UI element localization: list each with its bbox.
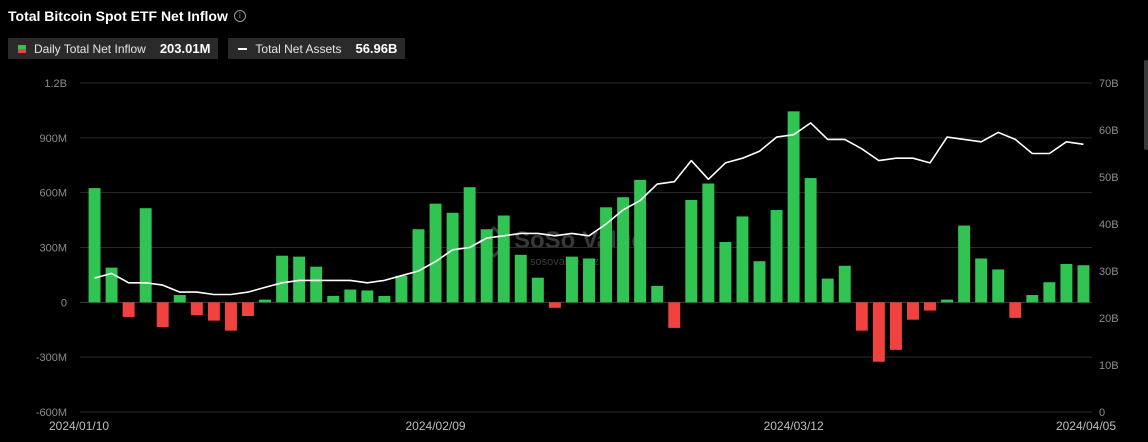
bar[interactable]	[276, 255, 289, 303]
bar[interactable]	[344, 289, 357, 303]
bar[interactable]	[480, 229, 493, 303]
bar[interactable]	[293, 256, 306, 303]
y-right-tick-label: 20B	[1099, 313, 1119, 325]
bar[interactable]	[1043, 282, 1056, 303]
legend-item-daily-inflow[interactable]: Daily Total Net Inflow 203.01M	[8, 38, 219, 59]
y-left-tick-label: 600M	[39, 188, 67, 200]
bar[interactable]	[924, 302, 936, 311]
bar[interactable]	[736, 216, 749, 303]
bar[interactable]	[190, 302, 203, 316]
scrollbar[interactable]	[1144, 60, 1148, 150]
legend-label: Total Net Assets	[255, 41, 342, 56]
bar[interactable]	[173, 295, 186, 303]
x-date-label: 2024/02/09	[406, 419, 466, 433]
bar[interactable]	[463, 187, 476, 303]
bar[interactable]	[207, 302, 220, 321]
legend-label: Daily Total Net Inflow	[34, 41, 146, 56]
bar[interactable]	[224, 302, 237, 331]
bar[interactable]	[685, 199, 698, 303]
y-right-tick-label: 10B	[1099, 360, 1119, 372]
bar[interactable]	[787, 111, 800, 303]
bar[interactable]	[327, 295, 340, 303]
bar[interactable]	[941, 299, 954, 303]
bar[interactable]	[122, 302, 135, 317]
y-left-tick-label: 300M	[39, 243, 67, 255]
bar[interactable]	[651, 285, 664, 303]
x-date-label: 2024/01/10	[49, 419, 109, 433]
bar[interactable]	[548, 302, 561, 308]
bar[interactable]	[259, 299, 272, 303]
bar[interactable]	[1026, 295, 1039, 303]
bar[interactable]	[1060, 263, 1073, 303]
bar[interactable]	[583, 258, 595, 303]
bar[interactable]	[1009, 302, 1022, 318]
bar[interactable]	[429, 203, 442, 303]
bar[interactable]	[753, 261, 766, 303]
legend: Daily Total Net Inflow 203.01M Total Net…	[8, 38, 406, 59]
x-date-label: 2024/03/12	[764, 419, 824, 433]
bar-swatch-icon	[18, 44, 26, 53]
bar[interactable]	[770, 210, 783, 303]
bar[interactable]	[855, 302, 868, 331]
bar[interactable]	[821, 278, 834, 303]
bar[interactable]	[600, 207, 613, 303]
x-date-label: 2024/04/05	[1056, 419, 1116, 433]
bar[interactable]	[514, 254, 527, 303]
bar[interactable]	[446, 212, 459, 303]
bar[interactable]	[668, 302, 681, 328]
bar[interactable]	[958, 225, 971, 303]
bar[interactable]	[361, 290, 374, 303]
bar[interactable]	[617, 197, 630, 303]
bar[interactable]	[1077, 265, 1090, 303]
bar[interactable]	[992, 269, 1005, 303]
bar[interactable]	[634, 179, 647, 303]
bar[interactable]	[412, 229, 425, 303]
y-left-tick-label: 900M	[39, 133, 67, 145]
bar[interactable]	[804, 178, 817, 303]
bar[interactable]	[906, 302, 919, 320]
bar[interactable]	[975, 258, 988, 303]
bar[interactable]	[565, 256, 578, 303]
net-assets-line[interactable]	[94, 122, 1084, 296]
bar[interactable]	[156, 302, 169, 328]
line-swatch-icon	[238, 47, 248, 50]
bar[interactable]	[719, 242, 732, 303]
bar[interactable]	[889, 302, 902, 350]
bar[interactable]	[702, 183, 715, 303]
chart-title: Total Bitcoin Spot ETF Net Inflow	[8, 8, 228, 24]
bar[interactable]	[139, 208, 152, 303]
bar[interactable]	[395, 275, 408, 303]
y-left-tick-label: 1.2B	[44, 78, 67, 90]
y-left-tick-label: -300M	[36, 352, 67, 364]
legend-item-net-assets[interactable]: Total Net Assets 56.96B	[228, 38, 406, 59]
bar[interactable]	[838, 265, 851, 303]
y-right-tick-label: 70B	[1099, 78, 1119, 90]
y-right-tick-label: 60B	[1099, 125, 1119, 137]
bar[interactable]	[531, 277, 544, 303]
bar[interactable]	[88, 188, 101, 303]
legend-value: 203.01M	[159, 41, 211, 56]
bar[interactable]	[242, 302, 254, 317]
y-right-tick-label: 50B	[1099, 172, 1119, 184]
watermark-url: sosovalue.xyz	[530, 256, 599, 268]
y-left-tick-label: 0	[61, 297, 67, 309]
y-right-tick-label: 0	[1099, 407, 1105, 419]
y-right-tick-label: 40B	[1099, 219, 1119, 231]
y-right-tick-label: 30B	[1099, 266, 1119, 278]
info-icon[interactable]: i	[233, 10, 246, 22]
bar[interactable]	[310, 266, 323, 303]
bar[interactable]	[872, 302, 885, 362]
y-left-tick-label: -600M	[36, 407, 67, 419]
bar[interactable]	[497, 215, 510, 303]
chart-header: Total Bitcoin Spot ETF Net Inflow i	[8, 8, 246, 24]
legend-value: 56.96B	[355, 41, 398, 56]
bar[interactable]	[105, 267, 118, 303]
bar[interactable]	[378, 295, 391, 303]
